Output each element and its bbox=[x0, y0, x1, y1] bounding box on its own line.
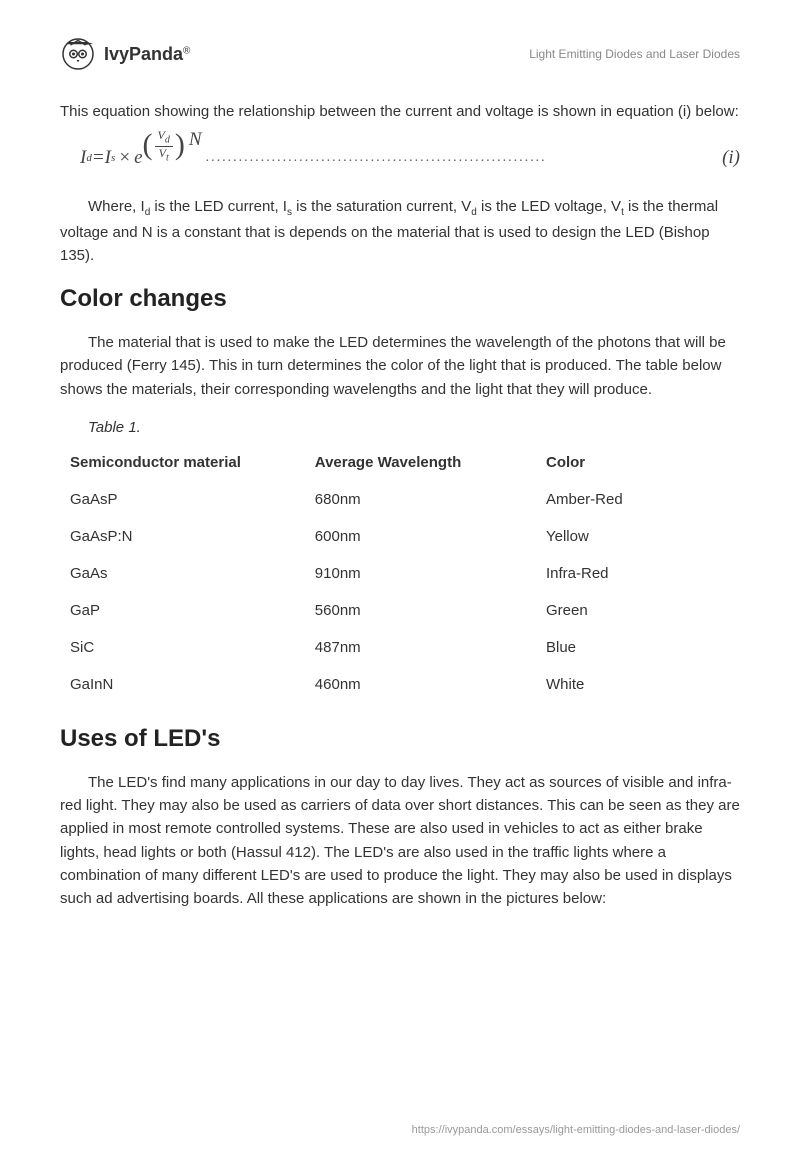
table-cell: GaP bbox=[60, 592, 305, 629]
table-cell: Green bbox=[536, 592, 740, 629]
table-header-row: Semiconductor material Average Wavelengt… bbox=[60, 446, 740, 481]
table-cell: Amber-Red bbox=[536, 481, 740, 518]
section-heading-uses: Uses of LED's bbox=[60, 725, 740, 753]
table-cell: GaInN bbox=[60, 666, 305, 703]
table-cell: Infra-Red bbox=[536, 555, 740, 592]
footer-source-url: https://ivypanda.com/essays/light-emitti… bbox=[412, 1124, 740, 1136]
table-row: GaAs910nmInfra-Red bbox=[60, 555, 740, 592]
table-cell: 460nm bbox=[305, 666, 536, 703]
table-col-wavelength: Average Wavelength bbox=[305, 446, 536, 481]
where-paragraph: Where, Id is the LED current, Is is the … bbox=[60, 195, 740, 267]
table-cell: GaAs bbox=[60, 555, 305, 592]
table-row: SiC487nmBlue bbox=[60, 629, 740, 666]
table-row: GaP560nmGreen bbox=[60, 592, 740, 629]
color-changes-paragraph: The material that is used to make the LE… bbox=[60, 331, 740, 401]
owl-logo-icon bbox=[60, 36, 96, 72]
table-cell: Yellow bbox=[536, 518, 740, 555]
table-caption: Table 1. bbox=[88, 419, 740, 436]
table-cell: 680nm bbox=[305, 481, 536, 518]
table-cell: 910nm bbox=[305, 555, 536, 592]
table-cell: 560nm bbox=[305, 592, 536, 629]
table-row: GaInN460nmWhite bbox=[60, 666, 740, 703]
table-cell: Blue bbox=[536, 629, 740, 666]
table-cell: 600nm bbox=[305, 518, 536, 555]
table-col-color: Color bbox=[536, 446, 740, 481]
equation-i: Id = Is × e ( Vd Vt ) N ................… bbox=[80, 141, 740, 175]
intro-paragraph: This equation showing the relationship b… bbox=[60, 100, 740, 123]
table-cell: GaAsP bbox=[60, 481, 305, 518]
table-cell: 487nm bbox=[305, 629, 536, 666]
table-row: GaAsP:N600nmYellow bbox=[60, 518, 740, 555]
document-title: Light Emitting Diodes and Laser Diodes bbox=[529, 47, 740, 61]
materials-table: Semiconductor material Average Wavelengt… bbox=[60, 446, 740, 703]
table-col-material: Semiconductor material bbox=[60, 446, 305, 481]
page-header: IvyPanda® Light Emitting Diodes and Lase… bbox=[60, 36, 740, 72]
brand-logo: IvyPanda® bbox=[60, 36, 190, 72]
table-cell: SiC bbox=[60, 629, 305, 666]
uses-paragraph: The LED's find many applications in our … bbox=[60, 771, 740, 911]
table-cell: White bbox=[536, 666, 740, 703]
section-heading-color-changes: Color changes bbox=[60, 285, 740, 313]
table-cell: GaAsP:N bbox=[60, 518, 305, 555]
brand-name: IvyPanda® bbox=[104, 44, 190, 65]
table-row: GaAsP680nmAmber-Red bbox=[60, 481, 740, 518]
